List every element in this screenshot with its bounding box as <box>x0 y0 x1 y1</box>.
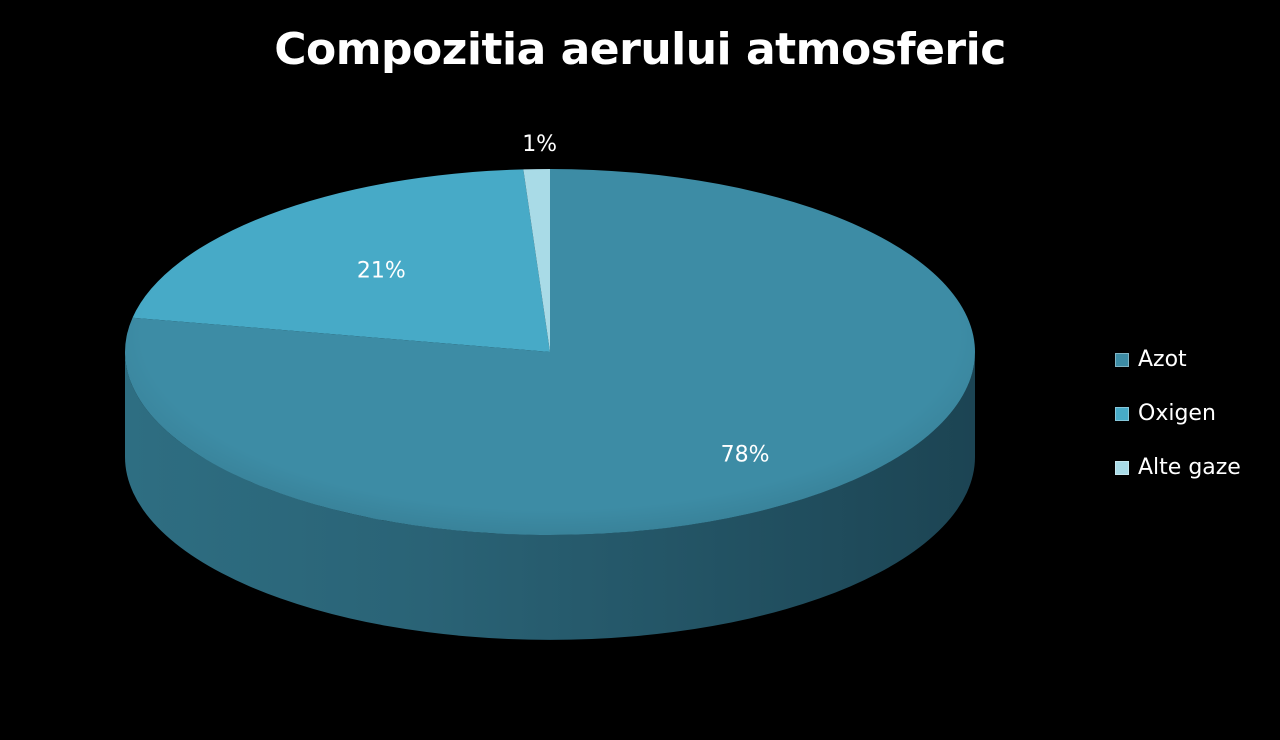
pie-side-band <box>125 352 975 640</box>
slice-label-azot: 78% <box>721 443 770 468</box>
pie-top-face <box>125 168 976 536</box>
legend-swatch <box>1115 352 1129 367</box>
pie-side-wall <box>125 352 975 640</box>
legend-label: Alte gaze <box>1138 455 1241 480</box>
legend-item-azot: Azot <box>1115 346 1241 373</box>
legend-item-alte-gaze: Alte gaze <box>1115 454 1241 481</box>
legend-label: Azot <box>1138 347 1187 372</box>
chart-title: Compozitia aerului atmosferic <box>274 24 1006 75</box>
pie-top-shading <box>125 169 975 535</box>
legend: Azot Oxigen Alte gaze <box>1115 346 1241 508</box>
legend-item-oxigen: Oxigen <box>1115 400 1241 427</box>
legend-label: Oxigen <box>1138 401 1216 426</box>
slice-label-alte-gaze: 1% <box>522 132 557 157</box>
slice-label-oxigen: 21% <box>357 259 406 284</box>
legend-swatch <box>1115 460 1129 475</box>
legend-swatch <box>1115 406 1129 421</box>
pie-labels: 78% 21% 1% <box>357 132 770 467</box>
